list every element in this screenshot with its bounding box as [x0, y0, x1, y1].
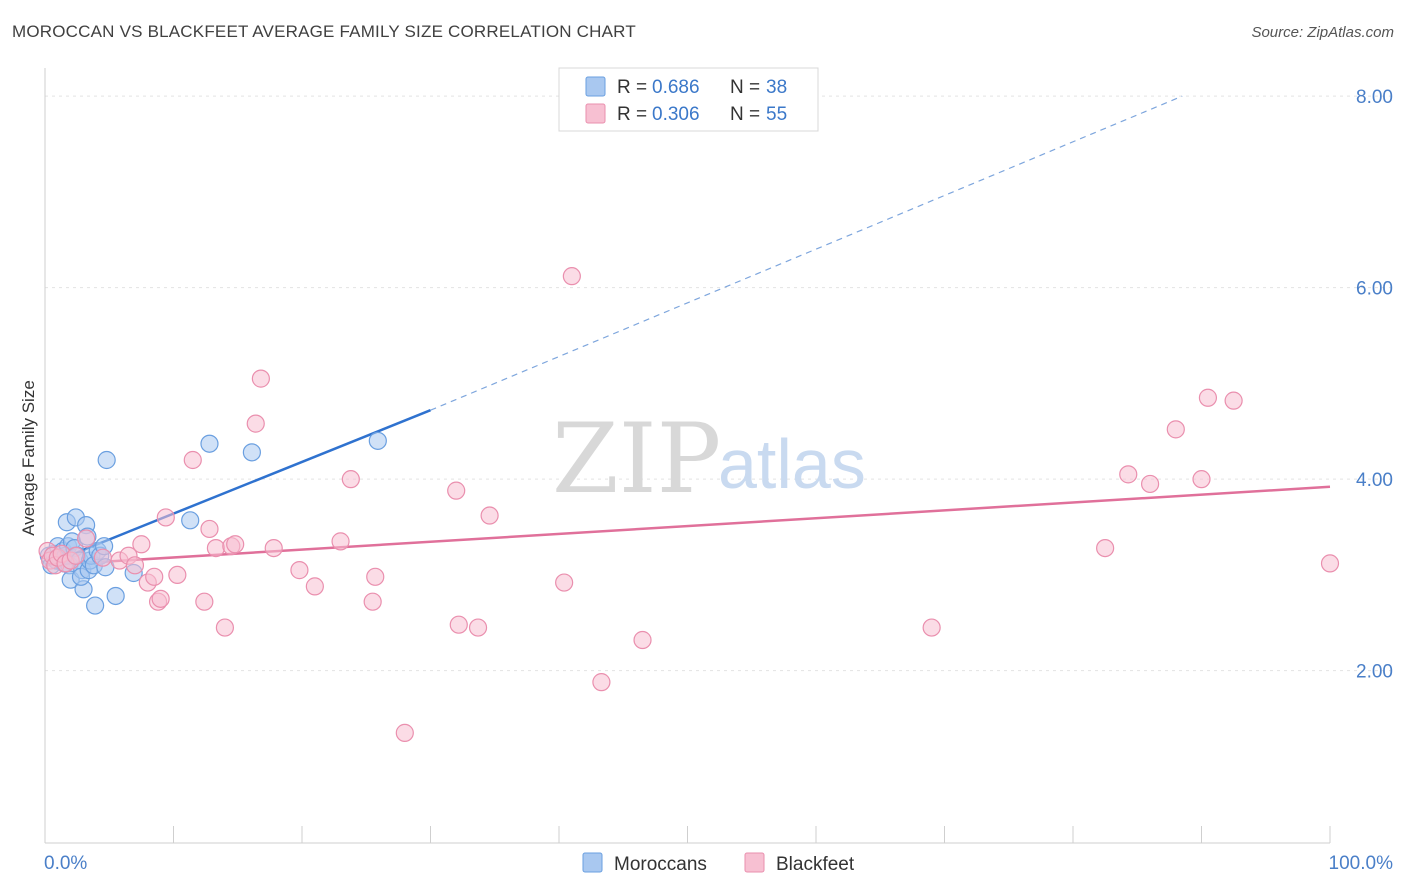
moroccans-point: [181, 511, 200, 530]
blackfeet-point: [183, 450, 202, 470]
legend-n-label: N =: [730, 104, 760, 125]
blackfeet-point: [132, 535, 151, 554]
blackfeet-point: [145, 567, 164, 586]
blackfeet-point: [366, 567, 385, 586]
blackfeet-point: [93, 548, 112, 567]
legend-swatch: [744, 852, 765, 873]
blackfeet-point: [77, 529, 96, 548]
y-tick-label: 2.00: [1356, 662, 1393, 683]
axes: 0.0% 100.0%: [44, 68, 1393, 874]
blackfeet-point: [633, 630, 652, 650]
blackfeet-point: [395, 723, 414, 742]
legend-series: Moroccans Blackfeet: [582, 852, 855, 875]
blackfeet-point: [1198, 388, 1218, 407]
blackfeet-point: [468, 618, 488, 637]
blackfeet-trend-line: [44, 485, 1331, 567]
blackfeet-point: [151, 589, 170, 608]
moroccans-point: [86, 596, 105, 615]
blackfeet-point: [1192, 470, 1211, 489]
x-tick-label-min: 0.0%: [44, 853, 87, 874]
blackfeet-point: [449, 615, 468, 634]
moroccans-point: [242, 443, 261, 462]
blackfeet-point: [251, 369, 270, 388]
watermark-atlas: atlas: [718, 425, 866, 503]
blackfeet-point: [562, 267, 581, 286]
x-tick-label-max: 100.0%: [1329, 853, 1394, 874]
blackfeet-point: [215, 618, 234, 637]
blackfeet-point: [363, 592, 382, 611]
moroccans-point: [200, 434, 219, 453]
blackfeet-point: [1119, 465, 1138, 484]
blackfeet-point: [1224, 391, 1243, 410]
blackfeet-point: [341, 470, 360, 489]
blackfeet-point: [447, 481, 466, 500]
blackfeet-point: [168, 565, 187, 585]
legend-swatch: [585, 103, 606, 124]
blackfeet-point: [200, 519, 219, 539]
y-tick-label: 8.00: [1356, 87, 1393, 108]
legend-swatch: [585, 76, 606, 97]
blackfeet-point: [922, 618, 941, 637]
data-points: [38, 267, 1340, 742]
blackfeet-point: [246, 414, 265, 433]
blackfeet-point: [125, 556, 145, 575]
blackfeet-point: [555, 573, 574, 592]
blackfeet-point: [331, 532, 350, 551]
y-tick-label: 4.00: [1356, 470, 1393, 491]
legend-n-label: N =: [730, 77, 760, 98]
watermark-zip: ZIP: [552, 403, 721, 515]
blackfeet-point: [305, 577, 324, 596]
legend-r-label: R =: [617, 77, 647, 98]
blackfeet-point: [480, 506, 499, 525]
legend-r-value: 0.686: [652, 77, 700, 98]
blackfeet-point: [264, 538, 283, 558]
blackfeet-point: [226, 535, 245, 554]
watermark: ZIP atlas: [552, 403, 866, 515]
moroccans-point: [368, 431, 387, 450]
moroccans-point: [97, 450, 116, 470]
legend-swatch: [582, 852, 603, 873]
legend-n-value: 38: [766, 77, 787, 98]
moroccans-trend-extension: [430, 95, 1183, 411]
blackfeet-point: [66, 546, 85, 565]
legend-stats: R = 0.686 N = 38 R = 0.306 N = 55: [558, 67, 819, 132]
source-credit: Source: ZipAtlas.com: [1251, 24, 1394, 41]
blackfeet-point: [195, 592, 214, 611]
legend-series-label: Blackfeet: [776, 854, 855, 875]
chart-title: MOROCCAN VS BLACKFEET AVERAGE FAMILY SIZ…: [12, 22, 636, 41]
legend-r-value: 0.306: [652, 104, 700, 125]
legend-n-value: 55: [766, 104, 787, 125]
blackfeet-point: [206, 538, 226, 558]
moroccans-point: [106, 586, 125, 606]
blackfeet-point: [1320, 554, 1340, 573]
legend-r-label: R =: [617, 104, 647, 125]
blackfeet-point: [1096, 538, 1115, 558]
blackfeet-point: [592, 673, 611, 692]
y-axis-title: Average Family Size: [19, 380, 38, 536]
legend-series-label: Moroccans: [614, 854, 707, 875]
blackfeet-point: [290, 561, 309, 580]
blackfeet-point: [1140, 474, 1160, 494]
blackfeet-point: [1166, 420, 1185, 439]
gridlines: 2.00 4.00 6.00 8.00: [45, 87, 1393, 683]
y-tick-label: 6.00: [1356, 279, 1393, 300]
blackfeet-point: [156, 508, 175, 527]
